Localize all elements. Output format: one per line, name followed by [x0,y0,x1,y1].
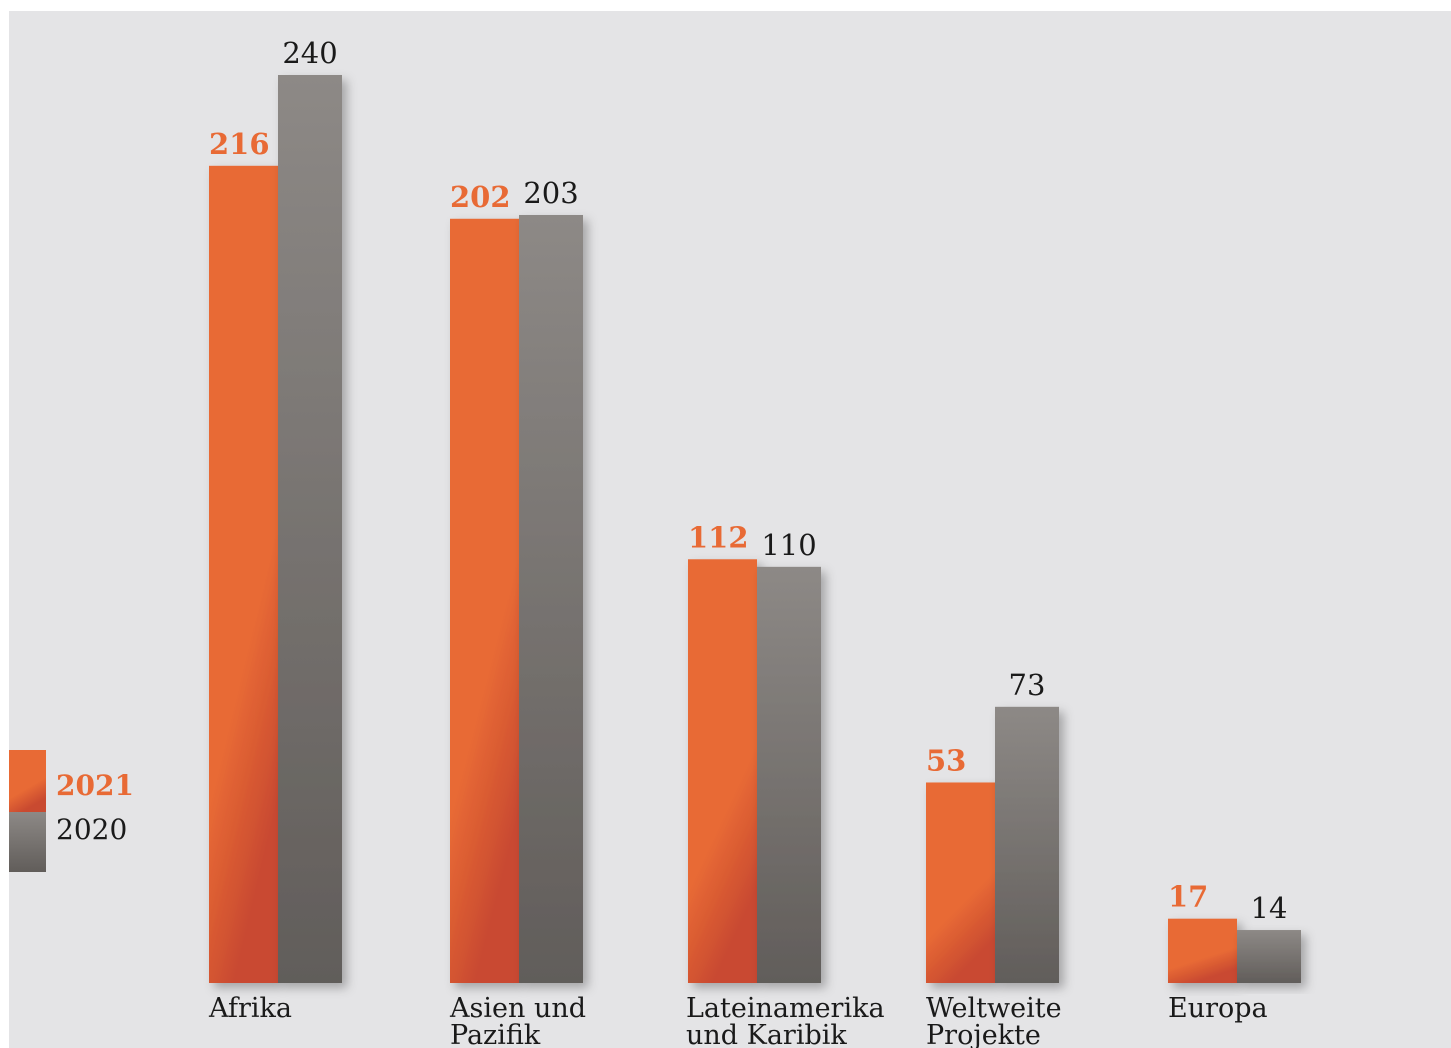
legend-swatch-2021 [9,750,46,812]
value-label-2021-2: 112 [688,520,749,554]
bar-2020-2 [757,566,821,983]
bar-2021-4 [1168,918,1237,983]
bar-2021-2 [688,559,757,983]
category-label-2-line-0: Lateinamerika [686,993,885,1024]
category-label-3-line-1: Projekte [926,1020,1041,1048]
value-label-2020-0: 240 [282,36,337,70]
legend-label-2021: 2021 [56,769,134,802]
value-label-2021-3: 53 [926,743,966,777]
value-label-2021-1: 202 [450,180,511,214]
bar-2020-1 [519,214,583,983]
bar-2021-0 [209,165,278,984]
value-label-2020-4: 14 [1251,891,1288,925]
value-label-2021-0: 216 [209,127,270,161]
value-label-2020-1: 203 [523,176,578,210]
category-label-0-line-0: Afrika [208,993,292,1024]
legend-swatch-2020 [9,812,46,872]
value-label-2021-4: 17 [1168,880,1208,914]
category-label-1-line-0: Asien und [449,993,586,1024]
category-label-1-line-1: Pazifik [450,1020,541,1048]
legend-label-2020: 2020 [56,813,127,846]
value-label-2020-3: 73 [1009,668,1046,702]
category-label-3-line-0: Weltweite [926,993,1062,1024]
bar-2020-3 [995,706,1059,983]
bar-2021-1 [450,218,519,983]
category-label-2-line-1: und Karibik [686,1020,847,1048]
bar-2021-3 [926,782,995,983]
value-label-2020-2: 110 [761,528,816,562]
bar-2020-0 [278,75,342,983]
chart-panel: 216 240 Afrika 202 203 Asien und Pazifik 112 110… [9,11,1451,1048]
bar-2020-4 [1237,930,1301,983]
category-label-4-line-0: Europa [1168,993,1268,1024]
